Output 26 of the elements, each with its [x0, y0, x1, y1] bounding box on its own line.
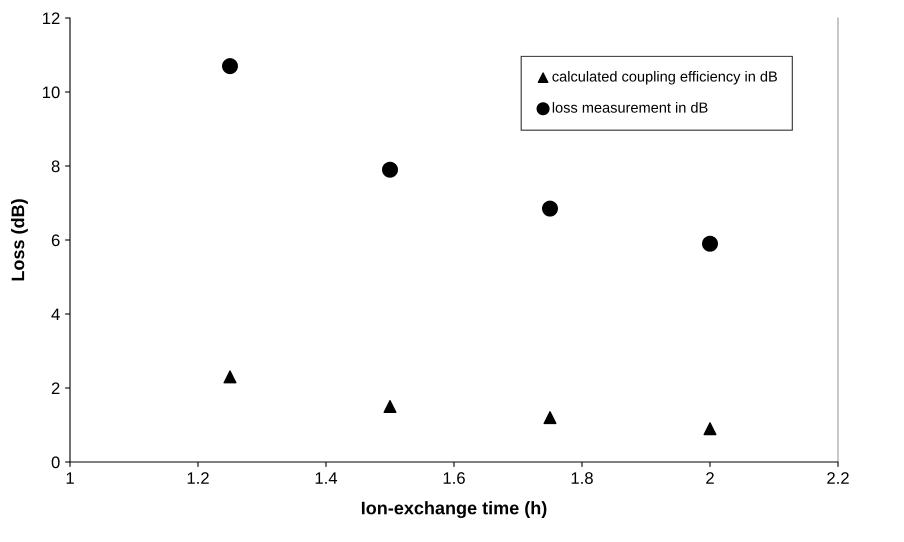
point: [383, 400, 397, 414]
point: [542, 200, 558, 217]
y-axis-title: Loss (dB): [11, 199, 28, 280]
y-tick-label: 6: [52, 234, 60, 246]
x-tick-label: 1.2: [188, 472, 209, 484]
x-tick-label: 1: [66, 472, 74, 484]
point: [223, 370, 237, 384]
y-tick-label: 2: [52, 382, 60, 394]
x-axis-title: Ion-exchange time (h): [362, 501, 546, 518]
y-tick-label: 0: [52, 456, 60, 468]
x-tick-label: 1.8: [572, 472, 593, 484]
point: [703, 422, 717, 436]
legend-label: calculated coupling efficiency in dB: [552, 70, 777, 85]
x-tick-label: 1.4: [316, 472, 338, 484]
x-tick-label: 2.2: [827, 472, 849, 484]
point: [543, 411, 557, 424]
x-tick-label: 2: [706, 472, 714, 484]
x-tick-label: 1.6: [444, 472, 465, 484]
point: [702, 236, 718, 252]
point: [222, 58, 238, 74]
y-tick-label: 12: [43, 12, 60, 24]
legend-label: loss measurement in dB: [552, 102, 708, 113]
y-tick-label: 10: [43, 86, 60, 98]
point: [382, 162, 398, 178]
y-tick-label: 4: [51, 308, 60, 320]
y-tick-label: 8: [52, 160, 60, 172]
